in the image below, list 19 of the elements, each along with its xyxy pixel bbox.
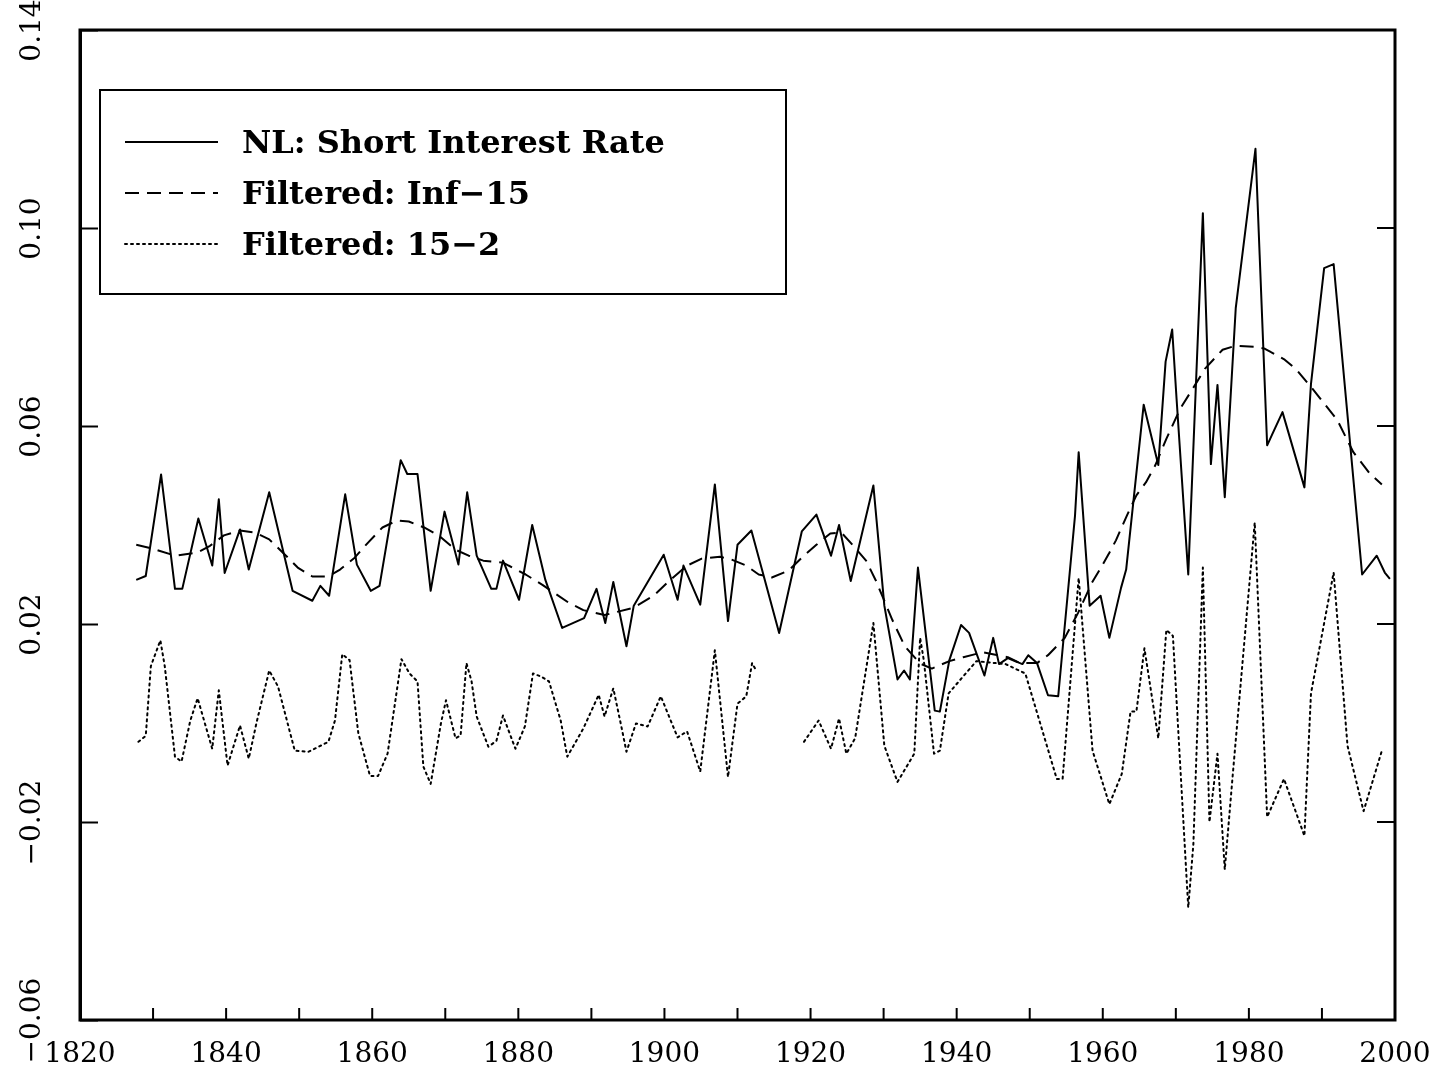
y-tick-label: 0.02 (13, 593, 47, 656)
y-tick-label: 0.14 (13, 0, 47, 62)
x-tick-label: 1900 (628, 1036, 701, 1069)
x-tick-label: 1820 (44, 1036, 116, 1069)
x-tick-label: 1880 (482, 1036, 554, 1069)
x-tick-label: 1920 (774, 1036, 847, 1069)
x-tick-label: 1960 (1067, 1036, 1139, 1069)
y-tick-label: 0.06 (13, 395, 47, 458)
y-tick-label: −0.06 (13, 977, 47, 1064)
y-tick-label: 0.10 (13, 197, 47, 260)
x-tick-label: 1980 (1213, 1036, 1285, 1069)
x-tick-label: 1860 (336, 1036, 408, 1069)
x-tick-label: 2000 (1359, 1036, 1431, 1069)
x-tick-label: 1840 (190, 1036, 262, 1069)
legend-label: NL: Short Interest Rate (242, 123, 665, 161)
y-tick-label: −0.02 (13, 779, 47, 866)
x-tick-label: 1940 (921, 1036, 993, 1069)
legend-label: Filtered: Inf−15 (242, 174, 531, 212)
legend-label: Filtered: 15−2 (242, 225, 501, 263)
